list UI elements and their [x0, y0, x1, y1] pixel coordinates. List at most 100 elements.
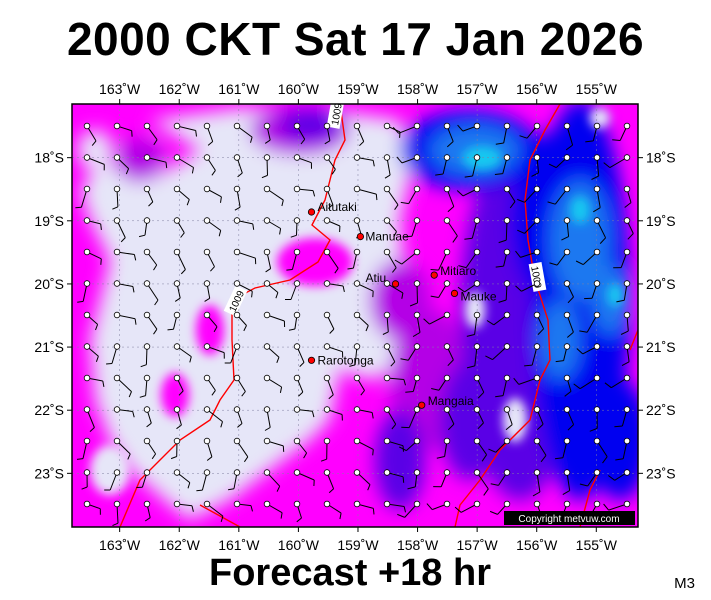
wind-station-circle: [143, 374, 151, 382]
wind-barb-staff: [401, 251, 418, 265]
wind-barb-feather: [331, 169, 336, 175]
wind-barb-staff: [586, 314, 598, 333]
wind-station-circle: [353, 311, 361, 319]
wind-station-circle: [353, 437, 361, 445]
wind-station-circle: [113, 280, 121, 287]
lon-tick-label-top: 161˚W: [218, 81, 260, 97]
wind-barb-staff: [476, 472, 489, 490]
wind-station-circle: [383, 311, 391, 319]
wind-barb-feather: [170, 456, 177, 460]
wind-station-circle: [503, 469, 511, 476]
wind-station-circle: [143, 122, 151, 130]
wind-station-circle: [623, 248, 631, 256]
wind-barb-staff: [146, 283, 159, 301]
wind-barb-feather: [237, 423, 243, 428]
wind-barb-feather: [396, 156, 403, 164]
wind-barb-feather: [532, 491, 541, 497]
lon-tick-label-bottom: 161˚W: [218, 537, 260, 553]
wind-station-circle: [113, 343, 121, 350]
wind-station-circle: [593, 469, 601, 476]
wind-station-circle: [353, 122, 361, 130]
wind-barb-feather: [320, 458, 327, 462]
wind-station-circle: [623, 217, 631, 224]
wind-barb-staff: [438, 251, 448, 271]
wind-station-circle: [323, 311, 331, 319]
wind-barb-feather: [505, 424, 513, 431]
wind-station-circle: [83, 280, 91, 287]
wind-barb-feather: [81, 486, 88, 490]
lon-tick-label-bottom: 155˚W: [576, 537, 618, 553]
wind-barb-feather: [394, 259, 402, 265]
wind-station-circle: [293, 154, 301, 161]
wind-station-circle: [113, 311, 121, 319]
wind-barb-feather: [153, 139, 158, 146]
lat-tick-label-right: 18˚S: [646, 150, 676, 166]
wind-barb-feather: [495, 142, 504, 145]
place-label: Mauke: [461, 289, 497, 303]
wind-station-circle: [563, 374, 571, 382]
wind-barb-feather: [403, 379, 406, 386]
wind-station-circle: [413, 500, 421, 508]
wind-station-circle: [143, 280, 151, 287]
wind-barb-feather: [549, 262, 558, 266]
wind-station-circle: [473, 185, 481, 193]
wind-barb-feather: [187, 482, 191, 489]
wind-station-circle: [383, 122, 391, 130]
wind-barb-feather: [562, 490, 570, 496]
wind-station-circle: [83, 374, 91, 382]
wind-station-circle: [593, 217, 601, 224]
wind-station-circle: [413, 343, 421, 350]
wind-station-circle: [323, 280, 331, 287]
model-code: M3: [674, 575, 695, 592]
wind-station-circle: [263, 374, 271, 382]
wind-barb-feather: [615, 458, 624, 461]
wind-barb-feather: [220, 421, 223, 428]
wind-barb-feather: [494, 173, 503, 175]
wind-station-circle: [473, 469, 481, 476]
wind-barb-staff: [326, 251, 339, 269]
wind-station-circle: [443, 469, 451, 476]
wind-barb-feather: [328, 394, 334, 400]
wind-station-circle: [83, 248, 91, 256]
wind-barb-feather: [279, 386, 283, 393]
wind-station-circle: [173, 406, 181, 413]
wind-station-circle: [113, 406, 121, 413]
wind-barb-feather: [102, 380, 105, 387]
lat-axis-right: 18˚S 19˚S 20˚S 21˚S 22˚S 23˚S: [638, 150, 676, 481]
wind-station-circle: [443, 343, 451, 350]
wind-station-circle: [323, 500, 331, 508]
wind-barb-feather: [477, 391, 485, 399]
wind-barb-staff: [596, 220, 607, 239]
wind-station-circle: [383, 154, 391, 161]
wind-barb-feather: [519, 135, 528, 139]
wind-barb-feather: [515, 285, 522, 292]
lat-tick-label-right: 19˚S: [646, 213, 676, 229]
wind-barb-feather: [394, 204, 399, 210]
wind-station-circle: [593, 406, 601, 413]
wind-barb-feather: [436, 456, 445, 459]
wind-station-circle: [533, 311, 541, 319]
wind-station-circle: [503, 122, 511, 130]
lon-tick-label-top: 158˚W: [397, 81, 439, 97]
wind-station-circle: [473, 437, 481, 445]
wind-barb-feather: [454, 506, 462, 513]
wind-barb-feather: [220, 515, 224, 523]
wind-barb-feather: [485, 355, 493, 361]
wind-barb-feather: [430, 269, 439, 271]
wind-barb-feather: [603, 162, 611, 168]
wind-station-circle: [353, 185, 361, 193]
wind-barb-feather: [384, 174, 391, 179]
wind-barb-feather: [300, 138, 306, 145]
wind-station-circle: [323, 437, 331, 445]
lat-tick-label-right: 20˚S: [646, 276, 676, 292]
wind-barb-staff: [416, 283, 418, 303]
wind-station-circle: [263, 154, 271, 161]
wind-barb-feather: [210, 266, 215, 272]
wind-barb-feather: [327, 204, 334, 209]
wind-barb-feather: [207, 141, 214, 146]
lon-tick-label-top: 157˚W: [457, 81, 499, 97]
wind-barb-staff: [176, 251, 186, 270]
wind-barb-feather: [276, 485, 281, 492]
wind-barb-feather: [264, 427, 271, 431]
wind-barb-feather: [612, 139, 621, 141]
